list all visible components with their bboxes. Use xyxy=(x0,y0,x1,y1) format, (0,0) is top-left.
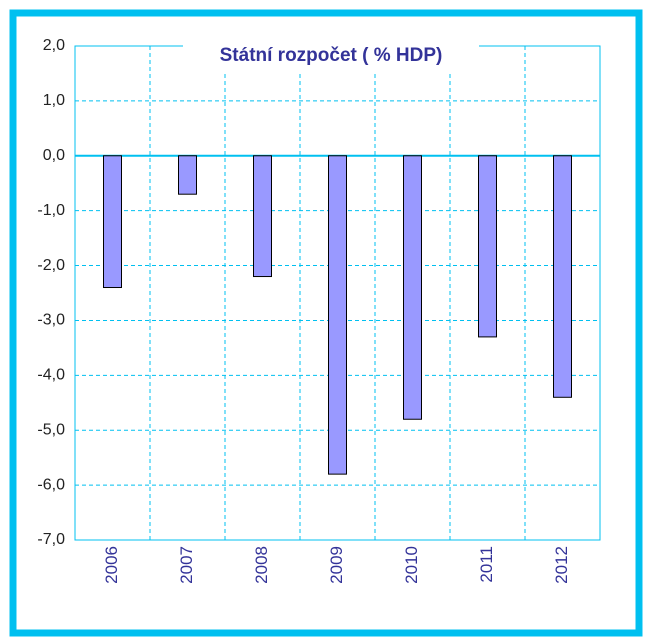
y-tick-label: -3,0 xyxy=(37,312,65,329)
y-tick-label: -1,0 xyxy=(37,202,65,219)
x-tick-label: 2009 xyxy=(327,546,346,584)
x-tick-label: 2011 xyxy=(477,546,496,583)
y-tick-label: -7,0 xyxy=(37,531,65,548)
x-tick-label: 2010 xyxy=(402,546,421,584)
title-bg xyxy=(183,36,479,74)
y-tick-label: -4,0 xyxy=(37,367,65,384)
y-tick-label: -5,0 xyxy=(37,421,65,438)
x-tick-label: 2006 xyxy=(102,546,121,584)
bar xyxy=(103,155,122,289)
x-tick-label: 2007 xyxy=(177,546,196,584)
y-tick-label: -6,0 xyxy=(37,476,65,493)
y-tick-label: 1,0 xyxy=(43,92,65,109)
bar xyxy=(178,155,197,195)
y-tick-label: 0,0 xyxy=(43,147,65,164)
frame xyxy=(9,9,643,637)
x-tick-label: 2008 xyxy=(252,546,271,584)
bar xyxy=(328,155,347,475)
y-tick-label: 2,0 xyxy=(43,37,65,54)
bar xyxy=(553,155,572,398)
bar xyxy=(403,155,422,420)
bar xyxy=(478,155,497,338)
bar xyxy=(253,155,272,278)
chart-title: Státní rozpočet ( % HDP) xyxy=(220,45,443,66)
x-tick-label: 2012 xyxy=(552,546,571,584)
y-tick-label: -2,0 xyxy=(37,257,65,274)
